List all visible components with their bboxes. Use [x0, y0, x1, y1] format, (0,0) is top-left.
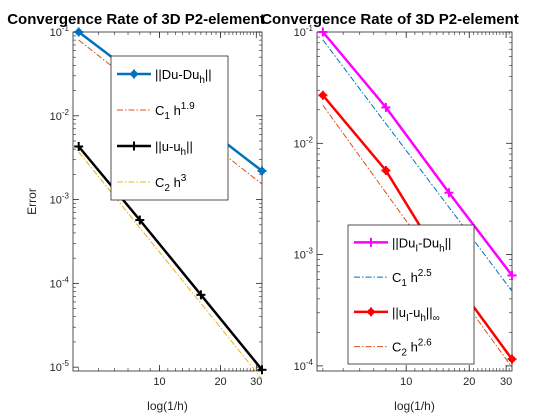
y-tick-label: 10-2 [50, 108, 70, 123]
y-tick-label: 10-4 [50, 275, 70, 290]
legend-entry: C1 h1.9 [117, 101, 195, 122]
legend-entry: C1 h2.5 [354, 268, 432, 289]
chart-title: Convergence Rate of 3D P2-element [261, 11, 519, 28]
legend-label: C1 h2.5 [392, 268, 432, 289]
legend-entry: ||Du-Duh|| [117, 67, 212, 86]
y-tick-label: 10-4 [294, 358, 314, 373]
series-4 [78, 151, 263, 380]
x-tick-label: 10 [153, 376, 165, 388]
legend-label: C2 h3 [155, 173, 187, 194]
legend-entry: ||DuI-Duh|| [354, 235, 451, 254]
x-tick-label: 30 [500, 376, 512, 388]
y-tick-label: 10-1 [50, 24, 70, 39]
x-tick-label: 10 [400, 376, 412, 388]
y-tick-label: 10-3 [294, 247, 314, 262]
chart-title: Convergence Rate of 3D P2-element [7, 11, 265, 28]
series-line [77, 145, 263, 371]
legend-label: ||u-uh|| [155, 139, 193, 158]
legend-label: ||Du-Duh|| [155, 67, 212, 86]
data-marker [75, 28, 83, 36]
legend-entry: ||uI-uh||∞ [354, 305, 440, 324]
x-axis-label: log(1/h) [147, 399, 188, 413]
legend-entry: C2 h3 [117, 173, 187, 194]
series-line [321, 31, 513, 277]
x-axis-label: log(1/h) [394, 399, 435, 413]
legend-box [347, 224, 475, 365]
legend-label: ||uI-uh||∞ [392, 305, 440, 324]
series-line [321, 94, 514, 360]
series-line [78, 151, 263, 380]
y-tick-label: 10-2 [294, 135, 314, 150]
legend-entry: C2 h2.6 [354, 338, 432, 359]
y-tick-label: 10-3 [50, 192, 70, 207]
data-marker [319, 91, 327, 99]
series-line [322, 39, 513, 292]
data-marker [382, 167, 390, 174]
legend: ||DuI-Duh|| C1 h2.5 ||uI-uh||∞ C2 h2.6 [347, 224, 475, 365]
data-marker [508, 355, 516, 363]
y-tick-label: 10-5 [50, 359, 70, 374]
legend-label: C2 h2.6 [392, 338, 432, 359]
legend-box [110, 55, 229, 201]
legend: ||Du-Duh|| C1 h1.9 ||u-uh|| C2 h3 [110, 55, 229, 201]
x-tick-label: 30 [250, 376, 262, 388]
x-tick-label: 20 [214, 376, 226, 388]
data-marker [130, 70, 138, 78]
x-tick-label: 20 [463, 376, 475, 388]
legend-label: ||DuI-Duh|| [392, 235, 451, 254]
series-1 [318, 27, 517, 280]
data-marker [258, 167, 266, 175]
y-axis-label: Error [25, 188, 39, 215]
y-tick-label: 10-1 [294, 24, 314, 39]
series-2 [322, 39, 513, 292]
series-3 [74, 142, 267, 375]
legend-entry: ||u-uh|| [117, 139, 193, 158]
data-marker [367, 308, 375, 316]
legend-label: C1 h1.9 [155, 101, 195, 122]
